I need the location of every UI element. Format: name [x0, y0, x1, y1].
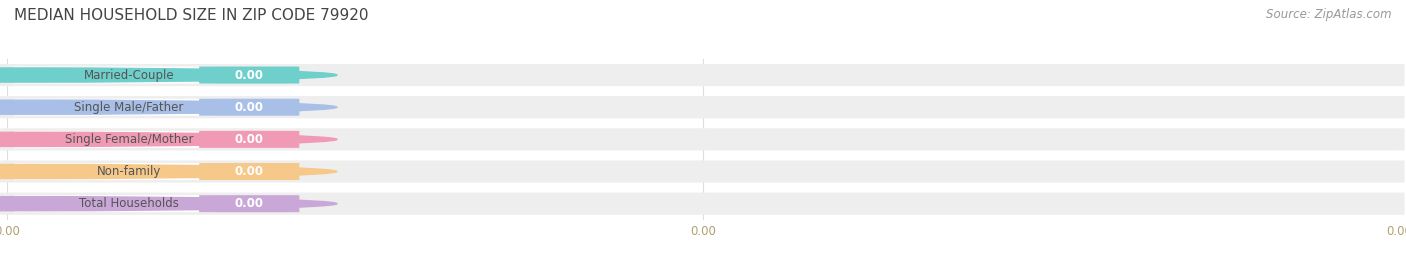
- Text: Total Households: Total Households: [79, 197, 179, 210]
- Text: 0.00: 0.00: [235, 69, 264, 81]
- FancyBboxPatch shape: [0, 128, 1405, 150]
- FancyBboxPatch shape: [200, 99, 299, 116]
- FancyBboxPatch shape: [0, 96, 1405, 118]
- Text: Married-Couple: Married-Couple: [83, 69, 174, 81]
- Text: 0.00: 0.00: [235, 133, 264, 146]
- FancyBboxPatch shape: [14, 131, 217, 148]
- FancyBboxPatch shape: [14, 99, 217, 116]
- Text: Non-family: Non-family: [97, 165, 162, 178]
- Text: Single Male/Father: Single Male/Father: [75, 101, 184, 114]
- FancyBboxPatch shape: [0, 161, 1405, 183]
- FancyBboxPatch shape: [0, 193, 1405, 215]
- Text: 0.00: 0.00: [235, 101, 264, 114]
- FancyBboxPatch shape: [14, 163, 217, 180]
- Circle shape: [0, 165, 337, 178]
- FancyBboxPatch shape: [0, 64, 1405, 86]
- Text: Single Female/Mother: Single Female/Mother: [65, 133, 193, 146]
- Text: Source: ZipAtlas.com: Source: ZipAtlas.com: [1267, 8, 1392, 21]
- FancyBboxPatch shape: [14, 195, 217, 212]
- FancyBboxPatch shape: [200, 163, 299, 180]
- Circle shape: [0, 68, 337, 82]
- FancyBboxPatch shape: [200, 131, 299, 148]
- FancyBboxPatch shape: [200, 66, 299, 84]
- Circle shape: [0, 132, 337, 146]
- Text: 0.00: 0.00: [235, 165, 264, 178]
- Circle shape: [0, 197, 337, 211]
- FancyBboxPatch shape: [14, 66, 217, 84]
- Text: 0.00: 0.00: [235, 197, 264, 210]
- Text: MEDIAN HOUSEHOLD SIZE IN ZIP CODE 79920: MEDIAN HOUSEHOLD SIZE IN ZIP CODE 79920: [14, 8, 368, 23]
- Circle shape: [0, 100, 337, 114]
- FancyBboxPatch shape: [200, 195, 299, 212]
